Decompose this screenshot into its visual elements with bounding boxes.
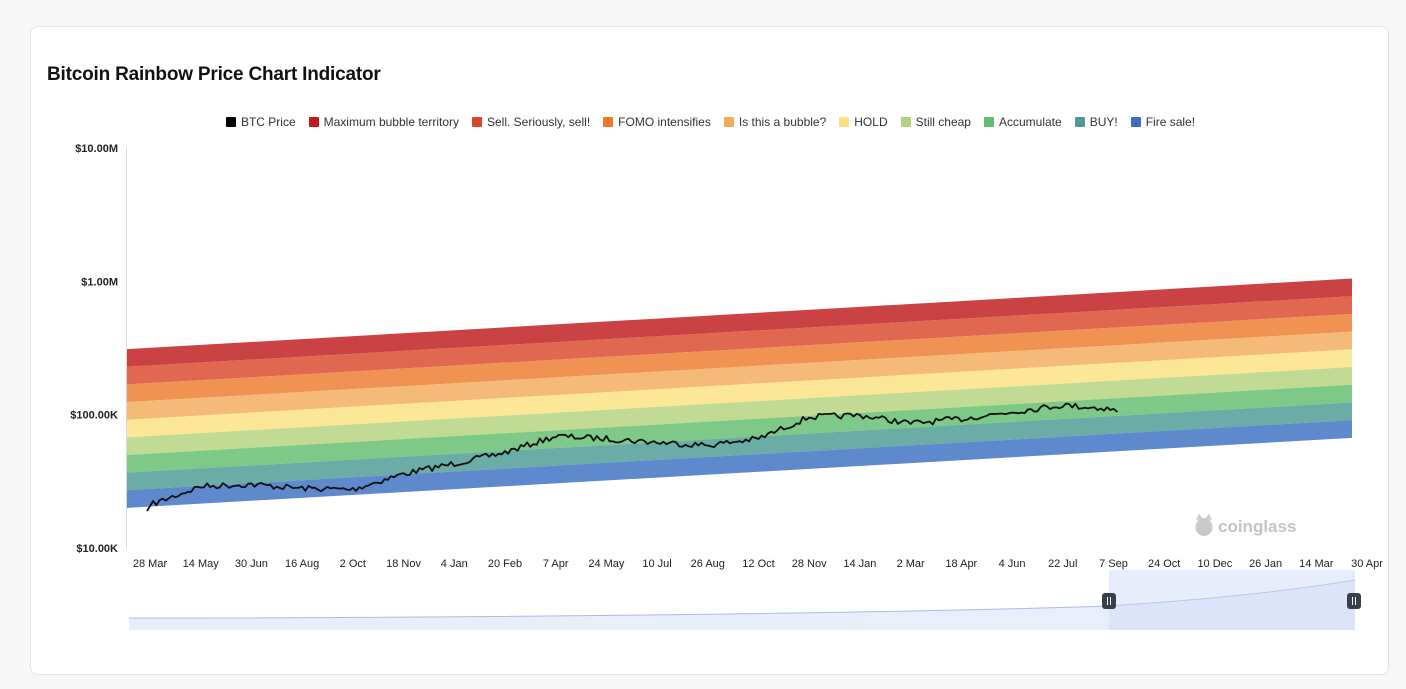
x-tick-label: 14 May	[183, 558, 220, 570]
rainbow-band	[127, 420, 1352, 508]
legend-swatch	[1130, 117, 1141, 127]
legend-swatch	[308, 117, 319, 127]
legend-label: Maximum bubble territory	[323, 115, 459, 129]
x-tick-label: 28 Mar	[133, 558, 168, 570]
legend-swatch	[839, 117, 850, 127]
btc-price-line	[146, 402, 1119, 512]
rainbow-band	[127, 278, 1352, 367]
coinglass-watermark: coinglass	[1195, 514, 1296, 536]
y-axis: $10.00K $100.00K $1.00M $10.00M	[70, 143, 118, 555]
legend-swatch	[472, 117, 482, 127]
legend-item[interactable]: BTC Price	[225, 115, 296, 129]
legend-label: BTC Price	[240, 115, 296, 129]
x-tick-label: 16 Aug	[285, 558, 319, 570]
x-tick-label: 4 Jun	[999, 558, 1026, 570]
watermark-text: coinglass	[1218, 517, 1296, 536]
legend-label: HOLD	[854, 115, 888, 129]
legend-item[interactable]: Is this a bubble?	[723, 115, 827, 129]
legend-item[interactable]: Still cheap	[900, 115, 971, 129]
x-tick-label: 30 Jun	[235, 558, 268, 570]
x-tick-label: 4 Jan	[441, 558, 468, 570]
x-tick-label: 7 Apr	[543, 558, 569, 570]
x-tick-label: 10 Jul	[642, 558, 671, 570]
x-tick-label: 14 Mar	[1299, 558, 1334, 570]
x-tick-label: 22 Jul	[1048, 558, 1077, 570]
x-tick-label: 18 Apr	[945, 558, 977, 570]
x-tick-label: 12 Oct	[742, 558, 774, 570]
legend-swatch	[983, 117, 994, 127]
chart-title: Bitcoin Rainbow Price Chart Indicator	[47, 64, 381, 85]
x-tick-label: 14 Jan	[843, 558, 876, 570]
legend-item[interactable]: Maximum bubble territory	[308, 115, 459, 129]
legend-swatch	[603, 117, 614, 127]
navigator-selection[interactable]	[1109, 570, 1355, 630]
range-navigator[interactable]	[128, 570, 1361, 630]
legend-label: Sell. Seriously, sell!	[487, 115, 591, 129]
legend-swatch	[225, 117, 236, 127]
y-tick-label: $10.00M	[75, 143, 118, 155]
x-tick-label: 20 Feb	[488, 558, 522, 570]
rainbow-band	[127, 367, 1352, 455]
rainbow-band	[127, 349, 1352, 438]
y-tick-label: $1.00M	[81, 276, 118, 288]
x-tick-label: 2 Oct	[340, 558, 366, 570]
x-tick-label: 26 Jan	[1249, 558, 1282, 570]
x-tick-label: 7 Sep	[1099, 558, 1128, 570]
navigator-handle-right[interactable]	[1347, 593, 1361, 609]
navigator-line	[128, 579, 1356, 619]
x-axis: 28 Mar 14 May 30 Jun 16 Aug 2 Oct 18 Nov 4 Jan…	[133, 558, 1383, 570]
legend-item[interactable]: BUY!	[1074, 115, 1118, 129]
legend-label: BUY!	[1089, 115, 1118, 129]
x-tick-label: 24 May	[588, 558, 625, 570]
legend-swatch	[1074, 117, 1085, 127]
legend-item[interactable]: HOLD	[839, 115, 888, 129]
y-tick-label: $10.00K	[76, 543, 118, 555]
legend-item[interactable]: Sell. Seriously, sell!	[472, 115, 590, 129]
x-tick-label: 28 Nov	[792, 558, 827, 570]
legend-swatch	[723, 117, 734, 127]
navigator-handle-left[interactable]	[1102, 593, 1116, 609]
rainbow-band	[127, 331, 1352, 420]
legend-swatch	[900, 117, 911, 127]
x-tick-label: 26 Aug	[691, 558, 725, 570]
legend-label: Accumulate	[998, 115, 1062, 129]
coinglass-logo-icon	[1195, 514, 1213, 536]
x-tick-label: 2 Mar	[897, 558, 925, 570]
rainbow-bands	[127, 278, 1352, 508]
legend-item[interactable]: Accumulate	[983, 115, 1062, 129]
rainbow-band	[127, 296, 1352, 385]
x-tick-label: 30 Apr	[1351, 558, 1383, 570]
legend-label: Fire sale!	[1145, 115, 1196, 129]
y-tick-label: $100.00K	[70, 410, 118, 422]
chart-legend: BTC Price Maximum bubble territory Sell. S…	[31, 115, 1390, 129]
x-tick-label: 24 Oct	[1148, 558, 1180, 570]
x-tick-label: 10 Dec	[1197, 558, 1232, 570]
legend-label: Is this a bubble?	[738, 115, 827, 129]
rainbow-band	[127, 313, 1352, 403]
x-tick-label: 18 Nov	[386, 558, 421, 570]
legend-item[interactable]: FOMO intensifies	[603, 115, 711, 129]
legend-item[interactable]: Fire sale!	[1130, 115, 1196, 129]
legend-label: FOMO intensifies	[618, 115, 711, 129]
navigator-area	[129, 580, 1355, 630]
legend-label: Still cheap	[915, 115, 971, 129]
